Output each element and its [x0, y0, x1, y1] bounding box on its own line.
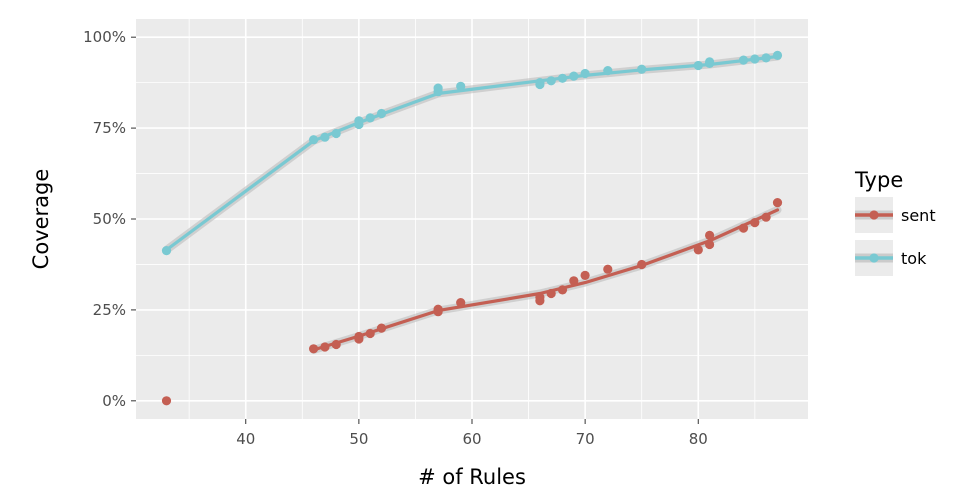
x-tick-label: 70	[576, 430, 595, 448]
y-tick-label: 100%	[83, 28, 126, 46]
point-tok	[331, 128, 341, 139]
point-tok	[354, 116, 364, 126]
point-tok	[761, 53, 771, 63]
point-sent	[535, 292, 545, 302]
point-sent	[456, 298, 466, 308]
x-axis-title: # of Rules	[418, 465, 526, 489]
point-sent	[557, 285, 568, 295]
legend: Type sent tok	[854, 168, 936, 276]
point-sent	[637, 259, 647, 270]
x-tick-label: 50	[349, 430, 368, 448]
point-tok	[161, 246, 172, 256]
point-tok	[309, 135, 319, 145]
point-sent	[376, 323, 387, 333]
point-sent	[354, 331, 364, 342]
point-sent	[569, 276, 579, 286]
point-tok	[705, 57, 715, 67]
point-tok	[738, 55, 749, 65]
point-tok	[750, 54, 760, 64]
legend-title: Type	[854, 168, 903, 192]
point-tok	[320, 132, 330, 142]
point-sent	[580, 270, 590, 280]
y-tick-label: 25%	[93, 301, 126, 319]
point-tok	[546, 76, 556, 86]
point-sent	[705, 239, 715, 250]
point-sent	[320, 342, 330, 352]
x-tick-label: 80	[689, 430, 708, 448]
legend-key-point-tok	[869, 253, 879, 263]
legend-keys: sent tok	[855, 197, 936, 276]
point-tok	[433, 83, 443, 93]
point-tok	[456, 81, 466, 91]
point-sent	[161, 396, 172, 406]
y-tick-label: 75%	[93, 119, 126, 137]
point-sent	[750, 218, 760, 228]
point-tok	[580, 68, 590, 79]
y-axis-title: Coverage	[29, 169, 53, 270]
point-tok	[693, 60, 703, 71]
x-tick-label: 40	[236, 430, 255, 448]
point-tok	[637, 64, 647, 74]
point-tok	[535, 78, 545, 88]
x-tick-label: 60	[462, 430, 481, 448]
point-tok	[603, 66, 613, 76]
y-tick-label: 0%	[102, 392, 126, 410]
point-sent	[603, 264, 613, 274]
point-tok	[365, 113, 375, 123]
point-sent	[705, 230, 715, 240]
major-gridlines	[136, 19, 808, 419]
legend-key-point-sent	[869, 210, 879, 220]
point-sent	[761, 212, 771, 222]
y-tick-label: 50%	[93, 210, 126, 228]
point-sent	[738, 223, 749, 233]
point-sent	[331, 339, 341, 350]
point-tok	[376, 108, 387, 119]
point-tok	[569, 71, 579, 81]
point-sent	[309, 344, 319, 354]
point-tok	[772, 50, 783, 61]
point-sent	[546, 288, 556, 299]
data-points	[161, 50, 783, 406]
axis-ticks: 40 50 60 70 80 0% 25% 50% 75% 100%	[83, 28, 708, 448]
legend-label-tok: tok	[901, 249, 927, 268]
point-sent	[365, 328, 375, 339]
point-sent	[693, 245, 703, 255]
point-sent	[772, 198, 783, 208]
point-tok	[557, 73, 568, 83]
point-sent	[433, 304, 443, 314]
legend-label-sent: sent	[901, 206, 936, 225]
